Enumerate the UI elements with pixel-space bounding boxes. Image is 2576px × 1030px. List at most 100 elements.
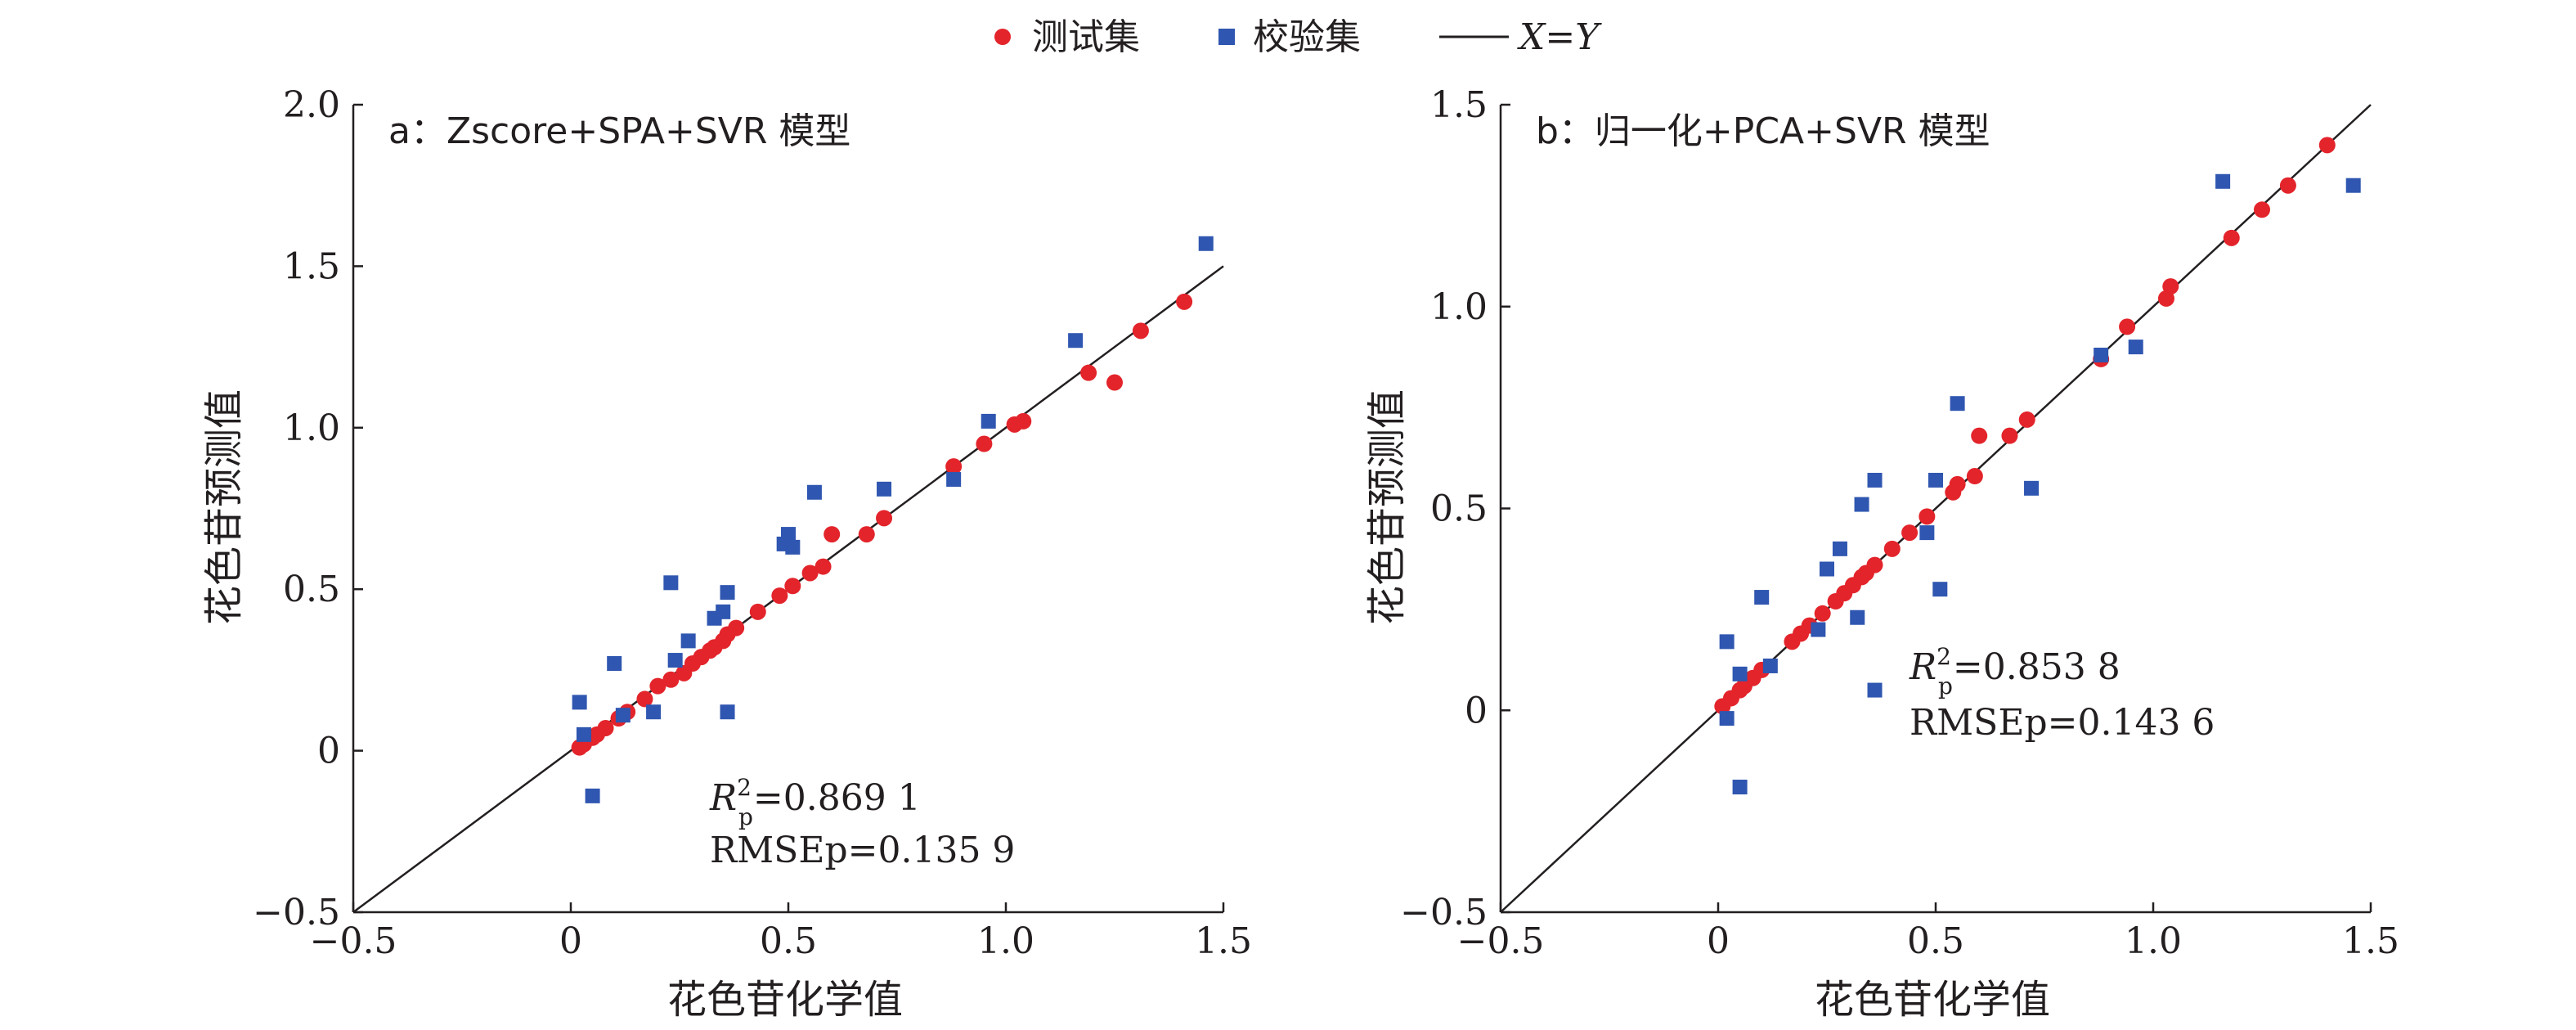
panel-a-test-point bbox=[945, 458, 963, 475]
panel-a-x-tick-label: 1.0 bbox=[977, 920, 1034, 962]
panel-b-validation-point bbox=[1932, 582, 1948, 597]
panel-b-y-tick-label: 0.5 bbox=[1430, 488, 1488, 530]
panel-a-validation-point bbox=[607, 656, 622, 672]
panel-b-validation-point bbox=[1762, 658, 1778, 673]
panel-a-x-tick-label: 1.5 bbox=[1195, 920, 1252, 962]
panel-b-y-tick-label: 1.5 bbox=[1430, 84, 1488, 126]
panel-a-validation-point bbox=[585, 788, 600, 803]
panel-b-x-label: 花色苷化学值 bbox=[1815, 977, 2050, 1023]
panel-a-test-point bbox=[749, 603, 766, 620]
panel-b-x-tick-label: 0.5 bbox=[1907, 920, 1964, 962]
panel-a-validation-point bbox=[1068, 333, 1084, 349]
panel-b-test-point bbox=[1901, 524, 1919, 542]
legend-line-label: X=Y bbox=[1517, 16, 1602, 58]
panel-a-y-label: 花色苷预测值 bbox=[201, 389, 247, 625]
panel-a-title: a：Zscore+SPA+SVR 模型 bbox=[388, 110, 850, 152]
panel-b-validation-point bbox=[2215, 173, 2231, 189]
panel-a-validation-point bbox=[576, 726, 591, 742]
panel-a-validation-point bbox=[1198, 236, 1214, 251]
panel-a-x-tick-label: −0.5 bbox=[310, 920, 397, 962]
panel-b-y-label: 花色苷预测值 bbox=[1364, 389, 1410, 625]
panel-a-test-point bbox=[662, 671, 680, 688]
legend-validation-marker bbox=[1218, 29, 1235, 45]
panel-a-x-tick-label: 0.5 bbox=[760, 920, 817, 962]
panel-b-r2-symbol: R bbox=[1909, 646, 1936, 688]
panel-b-validation-point bbox=[1732, 780, 1748, 795]
panel-b-validation-point bbox=[1754, 590, 1770, 605]
panel-b-validation-point bbox=[1732, 666, 1748, 681]
panel-a-test-point bbox=[1106, 374, 1123, 391]
panel-a-validation-point bbox=[781, 527, 796, 542]
panel-b-validation-point bbox=[1811, 622, 1826, 637]
legend-test-label: 测试集 bbox=[1032, 16, 1140, 58]
panel-b-test-point bbox=[1949, 475, 1966, 493]
panel-b-test-point bbox=[2254, 201, 2270, 218]
panel-b-x-tick-label: 0 bbox=[1707, 920, 1730, 962]
panel-b-x-tick-label: 1.5 bbox=[2342, 920, 2399, 962]
panel-b-test-point bbox=[1814, 605, 1831, 622]
panel-a-x-tick-label: 0 bbox=[559, 920, 582, 962]
panel-b-validation-point bbox=[2345, 178, 2361, 193]
panel-a-y-tick-label: −0.5 bbox=[253, 892, 340, 933]
legend: 测试集 校验集 X=Y bbox=[994, 16, 1602, 58]
panel-b-r2: R2 p=0.853 8 bbox=[1909, 643, 2120, 699]
panel-a-test-point bbox=[597, 719, 614, 736]
panel-a-validation-point bbox=[615, 708, 631, 723]
panel-a-rmse: RMSEp=0.135 9 bbox=[710, 830, 1015, 871]
panel-b-x-tick-label: 1.0 bbox=[2125, 920, 2182, 962]
panel-b-test-point bbox=[1883, 540, 1901, 557]
panel-b-validation-point bbox=[1950, 396, 1965, 412]
panel-b-validation-point bbox=[1854, 497, 1869, 512]
panel-b-y-tick-label: −0.5 bbox=[1400, 892, 1488, 933]
panel-b-test-point bbox=[1966, 468, 1983, 485]
panel-b-r2-value: =0.853 8 bbox=[1953, 646, 2120, 688]
panel-a-r2-sub: p bbox=[738, 803, 753, 830]
panel-a-r2: R2 p=0.869 1 bbox=[709, 774, 921, 830]
panel-a-validation-point bbox=[720, 585, 735, 600]
panel-a-validation-point bbox=[877, 481, 892, 497]
panel-b-validation-point bbox=[1850, 609, 1865, 625]
panel-a-test-point bbox=[636, 690, 653, 708]
panel-b-test-point bbox=[2119, 318, 2136, 335]
panel-b-validation-point bbox=[2024, 480, 2040, 496]
panel-b-validation-point bbox=[1867, 472, 1883, 488]
panel-a-r2-sup: 2 bbox=[737, 774, 752, 801]
panel-b-test-point bbox=[2223, 229, 2240, 246]
panel-a-validation-point bbox=[981, 413, 996, 429]
panel-a-test-point bbox=[649, 677, 666, 695]
panel-b-validation-point bbox=[1928, 472, 1943, 488]
panel-a-ticks: −0.5 0 0.5 1.0 1.5 −0.5 0 0.5 1.0 1.5 2.0 bbox=[253, 84, 1252, 962]
panel-b-validation-point bbox=[2128, 340, 2143, 355]
panel-a-x-label: 花色苷化学值 bbox=[667, 977, 903, 1023]
panel-a-validation-point bbox=[785, 539, 801, 555]
panel-a-test-point bbox=[728, 619, 745, 636]
panel-a-r2-value: =0.869 1 bbox=[753, 777, 921, 819]
panel-b: −0.5 0 0.5 1.0 1.5 −0.5 0 0.5 1.0 1.5 b：归一化+PCA+S… bbox=[1364, 84, 2399, 1023]
panel-a-test-point bbox=[858, 526, 875, 543]
panel-b-test-point bbox=[2001, 427, 2018, 444]
panel-b-test-point bbox=[1971, 427, 1988, 444]
panel-b-reference-line bbox=[1500, 104, 2372, 913]
panel-b-test-point bbox=[2279, 177, 2296, 194]
panel-a-y-tick-label: 1.5 bbox=[283, 245, 340, 287]
panel-b-rmse: RMSEp=0.143 6 bbox=[1910, 702, 2215, 744]
panel-a-validation-point bbox=[680, 633, 696, 649]
panel-a-y-tick-label: 0.5 bbox=[283, 569, 340, 610]
panel-a-y-tick-label: 2.0 bbox=[283, 84, 340, 126]
panel-b-x-tick-label: −0.5 bbox=[1457, 920, 1545, 962]
legend-validation-label: 校验集 bbox=[1253, 16, 1361, 58]
panel-b-validation-point bbox=[1919, 525, 1935, 541]
panel-a-validation-point bbox=[806, 484, 822, 500]
panel-a-test-point bbox=[801, 564, 819, 582]
panel-b-y-tick-label: 1.0 bbox=[1430, 286, 1488, 328]
panel-b-title: b：归一化+PCA+SVR 模型 bbox=[1536, 110, 1990, 152]
panel-a-r2-symbol: R bbox=[709, 777, 737, 819]
panel-a-validation-point bbox=[572, 695, 587, 710]
panel-a-validation-point bbox=[667, 653, 683, 668]
panel-a: −0.5 0 0.5 1.0 1.5 −0.5 0 0.5 1.0 1.5 2.0 a：Zscore… bbox=[201, 84, 1252, 1023]
panel-a-test-point bbox=[1080, 364, 1097, 381]
panel-a-test-point bbox=[824, 526, 841, 543]
panel-b-test-point bbox=[2018, 411, 2035, 428]
panel-a-validation-point bbox=[720, 704, 735, 720]
